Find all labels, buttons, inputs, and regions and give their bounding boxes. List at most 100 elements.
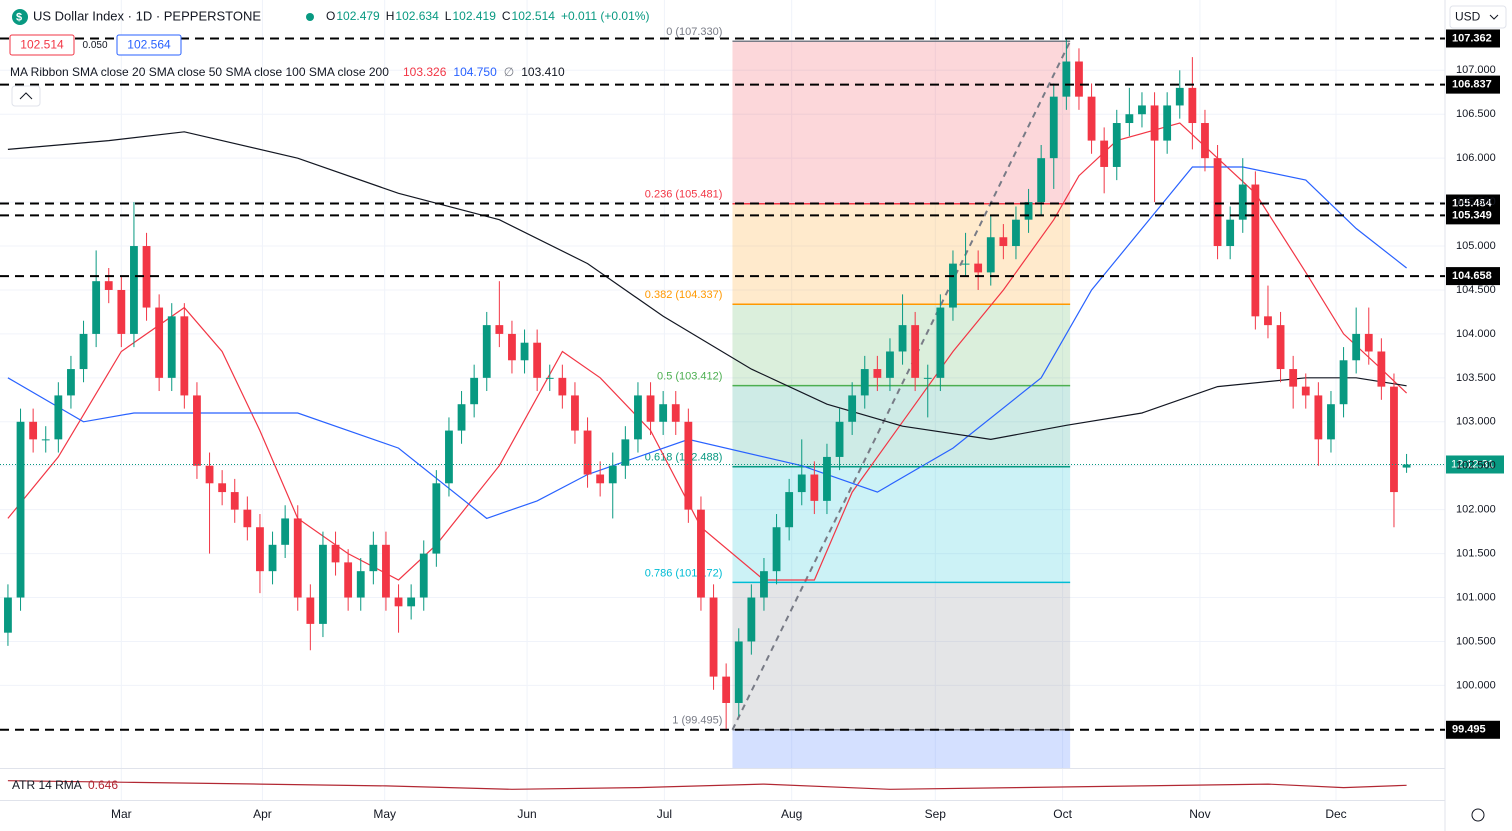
candle-body [785, 492, 794, 528]
candle-body [810, 474, 819, 501]
currency-caret [1489, 14, 1499, 20]
candle-body [1301, 386, 1310, 396]
candle-body [936, 307, 945, 378]
change: +0.011 (+0.01%) [561, 9, 650, 23]
candle-body [1390, 386, 1398, 493]
candle-body [848, 395, 857, 422]
sell-button[interactable] [9, 34, 75, 56]
candle-body [923, 377, 932, 379]
countdown: 12:12:31 [1451, 458, 1494, 470]
fib-label: 1 (99.495) [672, 715, 722, 727]
candle-body [1024, 202, 1033, 220]
level-tag-label: 99.495 [1452, 724, 1486, 736]
candle-body [1150, 105, 1159, 141]
ma-line [7, 131, 1407, 441]
ohlc-value: 102.479 [336, 9, 380, 23]
candle-body [155, 307, 164, 378]
candle-body [331, 544, 340, 563]
candle-body [1289, 369, 1298, 387]
x-tick-label: Jun [517, 807, 536, 821]
ask-price[interactable]: 102.564 [127, 38, 171, 52]
candle-body [306, 597, 315, 624]
symbol-title[interactable]: US Dollar Index · 1D · PEPPERSTONE [33, 8, 261, 23]
candle-body [797, 474, 806, 493]
fib-label: 0 (107.330) [666, 26, 722, 38]
ohlc-key: C [502, 9, 511, 23]
spread: 0.050 [82, 40, 107, 51]
level-tag [1446, 29, 1500, 48]
candle-body [911, 325, 920, 378]
candle-body [986, 237, 995, 273]
collapse-button[interactable] [11, 85, 41, 107]
level-tag [1446, 206, 1500, 225]
ohlc-values: O 102.479 H 102.634 L 102.419 C 102.514 +0.011 (… [326, 9, 649, 23]
level-tag [1446, 720, 1500, 739]
candle-body [1201, 123, 1209, 159]
candle-body [697, 509, 705, 598]
candle-body [130, 246, 138, 334]
candle-body [634, 395, 642, 440]
indicator-value: 103.410 [521, 65, 565, 79]
ma-line [7, 166, 1407, 520]
y-tick-label: 100.000 [1456, 679, 1496, 691]
candle-body [886, 351, 894, 378]
ohlc-key: O [326, 9, 335, 23]
level-tag [1446, 75, 1500, 94]
candle-body [1163, 105, 1172, 141]
currency[interactable]: USD [1455, 10, 1481, 24]
collapse-icon [19, 92, 33, 100]
candle-body [659, 404, 668, 422]
fib-zone [732, 203, 1071, 305]
candle-body [772, 527, 781, 572]
ohlc-key: H [386, 9, 395, 23]
buy-button[interactable] [116, 34, 182, 56]
candle-body [205, 465, 214, 484]
indicator-name[interactable]: MA Ribbon SMA close 20 SMA close 50 SMA … [10, 65, 389, 79]
ohlc-value: 102.634 [395, 9, 439, 23]
market-status[interactable] [306, 13, 314, 21]
candle-body [520, 342, 529, 361]
y-tick-label: 107.000 [1456, 64, 1496, 76]
candle-body [382, 544, 390, 598]
candle-body [1264, 316, 1272, 326]
atr-line [7, 780, 1407, 790]
candle-body [671, 404, 680, 422]
fib-label: 0.618 (102.488) [645, 452, 723, 464]
ohlc-key: L [445, 9, 452, 23]
candle-body [1226, 219, 1235, 247]
candle-body [558, 377, 567, 396]
candle-body [1100, 140, 1109, 167]
candle-body [1138, 105, 1146, 115]
bid-price[interactable]: 102.514 [20, 38, 64, 52]
x-tick-label: Oct [1053, 807, 1072, 821]
candle-body [1213, 158, 1222, 247]
symbol-icon[interactable] [12, 9, 28, 25]
fib-zone [732, 41, 1071, 204]
candle-body [281, 518, 290, 545]
indicator-value: ∅ [504, 65, 514, 79]
candle-body [545, 377, 554, 379]
currency-button[interactable] [1449, 5, 1507, 29]
x-tick-label: Jul [657, 807, 672, 821]
atr-name[interactable]: ATR 14 RMA [12, 778, 82, 792]
candle-body [1251, 184, 1260, 317]
y-tick-label: 100.500 [1456, 635, 1496, 647]
ohlc-value: 102.419 [452, 9, 496, 23]
y-tick-label: 102.000 [1456, 504, 1496, 516]
atr-value: 0.646 [88, 778, 118, 792]
candle-body [445, 430, 453, 484]
candle-body [596, 474, 605, 484]
candle-body [1339, 360, 1348, 405]
candle-body [218, 483, 227, 493]
candle-body [54, 395, 63, 440]
settings-button[interactable] [1471, 808, 1485, 822]
candle-body [41, 439, 50, 441]
candle-body [92, 281, 101, 334]
x-tick-label: Dec [1325, 807, 1346, 821]
candle-body [961, 263, 970, 265]
candle-body [1377, 351, 1386, 387]
plot-area: 0 (107.330) 0.236 (105.481) 0.382 (104.337… [0, 0, 1445, 800]
candle-body [1012, 219, 1020, 247]
candle-body [823, 456, 831, 501]
